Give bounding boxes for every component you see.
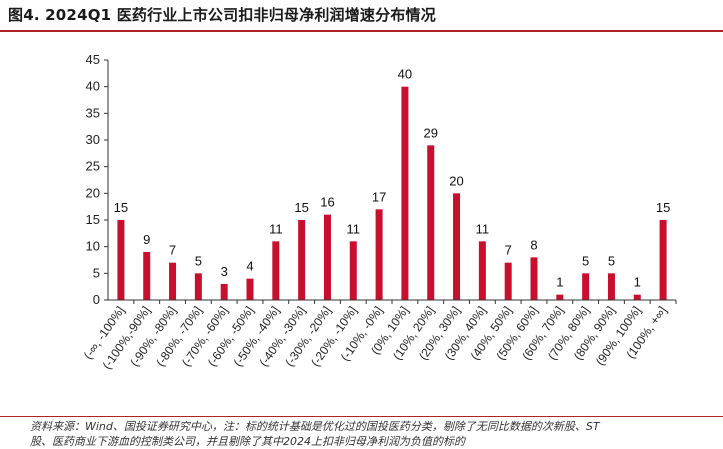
bar [556,294,564,300]
data-label: 1 [634,275,641,290]
data-label: 5 [195,253,202,268]
bar [349,241,357,300]
data-label: 15 [656,200,670,215]
data-label: 16 [320,195,334,210]
bar [530,257,538,300]
bar [143,252,151,300]
data-label: 5 [582,253,589,268]
y-tick-label: 25 [86,159,100,174]
bar [659,220,667,300]
data-label: 7 [169,243,176,258]
bar [582,273,590,300]
source-line-2: 股、医药商业下游血的控制类公司，并且剔除了其中2024上扣非归母净利润为负值的标… [30,435,465,448]
bar [246,278,254,300]
y-axis: 0 5 10 15 20 25 30 35 40 45 [86,52,109,307]
bar [607,273,615,300]
bar [427,145,435,300]
data-label: 4 [246,259,253,274]
data-label: 15 [294,200,308,215]
y-tick-label: 0 [93,292,100,307]
bar [117,220,125,300]
data-label: 20 [449,173,463,188]
y-tick-label: 40 [86,79,100,94]
source-line-1: 资料来源：Wind、国投证券研究中心，注：标的统计基础是优化过的国投医药分类，剔… [30,420,600,433]
y-tick-label: 10 [86,239,100,254]
data-label: 8 [530,237,537,252]
data-label: 40 [398,67,412,82]
y-tick-label: 20 [86,185,100,200]
y-tick-label: 15 [86,212,100,227]
data-label: 1 [556,275,563,290]
data-label: 5 [608,253,615,268]
bar [633,294,641,300]
title-divider [0,30,723,32]
x-axis: (-∞, -100%](-100%,-90%](-90%, -80%](-80%… [81,299,677,372]
source-note: 资料来源：Wind、国投证券研究中心，注：标的统计基础是优化过的国投医药分类，剔… [30,419,720,449]
footer-divider [0,416,723,417]
chart-title: 图4. 2024Q1 医药行业上市公司扣非归母净利润增速分布情况 [8,6,436,24]
data-label: 3 [221,264,228,279]
y-tick-label: 30 [86,132,100,147]
bar [272,241,280,300]
y-tick-label: 5 [93,265,100,280]
data-label: 17 [372,189,386,204]
bar [504,262,512,300]
y-tick-label: 35 [86,105,100,120]
bars [117,86,667,301]
bar [169,262,177,300]
data-label: 11 [476,221,490,236]
data-label: 15 [114,200,128,215]
bar [298,220,306,300]
y-tick-label: 45 [86,52,100,67]
bar [401,86,409,301]
data-label: 11 [347,221,361,236]
bar [375,209,383,300]
bar [453,193,461,300]
bar [194,273,202,300]
bar [478,241,486,300]
data-label: 11 [269,221,283,236]
data-label: 7 [505,243,512,258]
bar [323,214,331,300]
bar [220,284,228,300]
data-label: 9 [143,232,150,247]
data-label: 29 [423,125,437,140]
